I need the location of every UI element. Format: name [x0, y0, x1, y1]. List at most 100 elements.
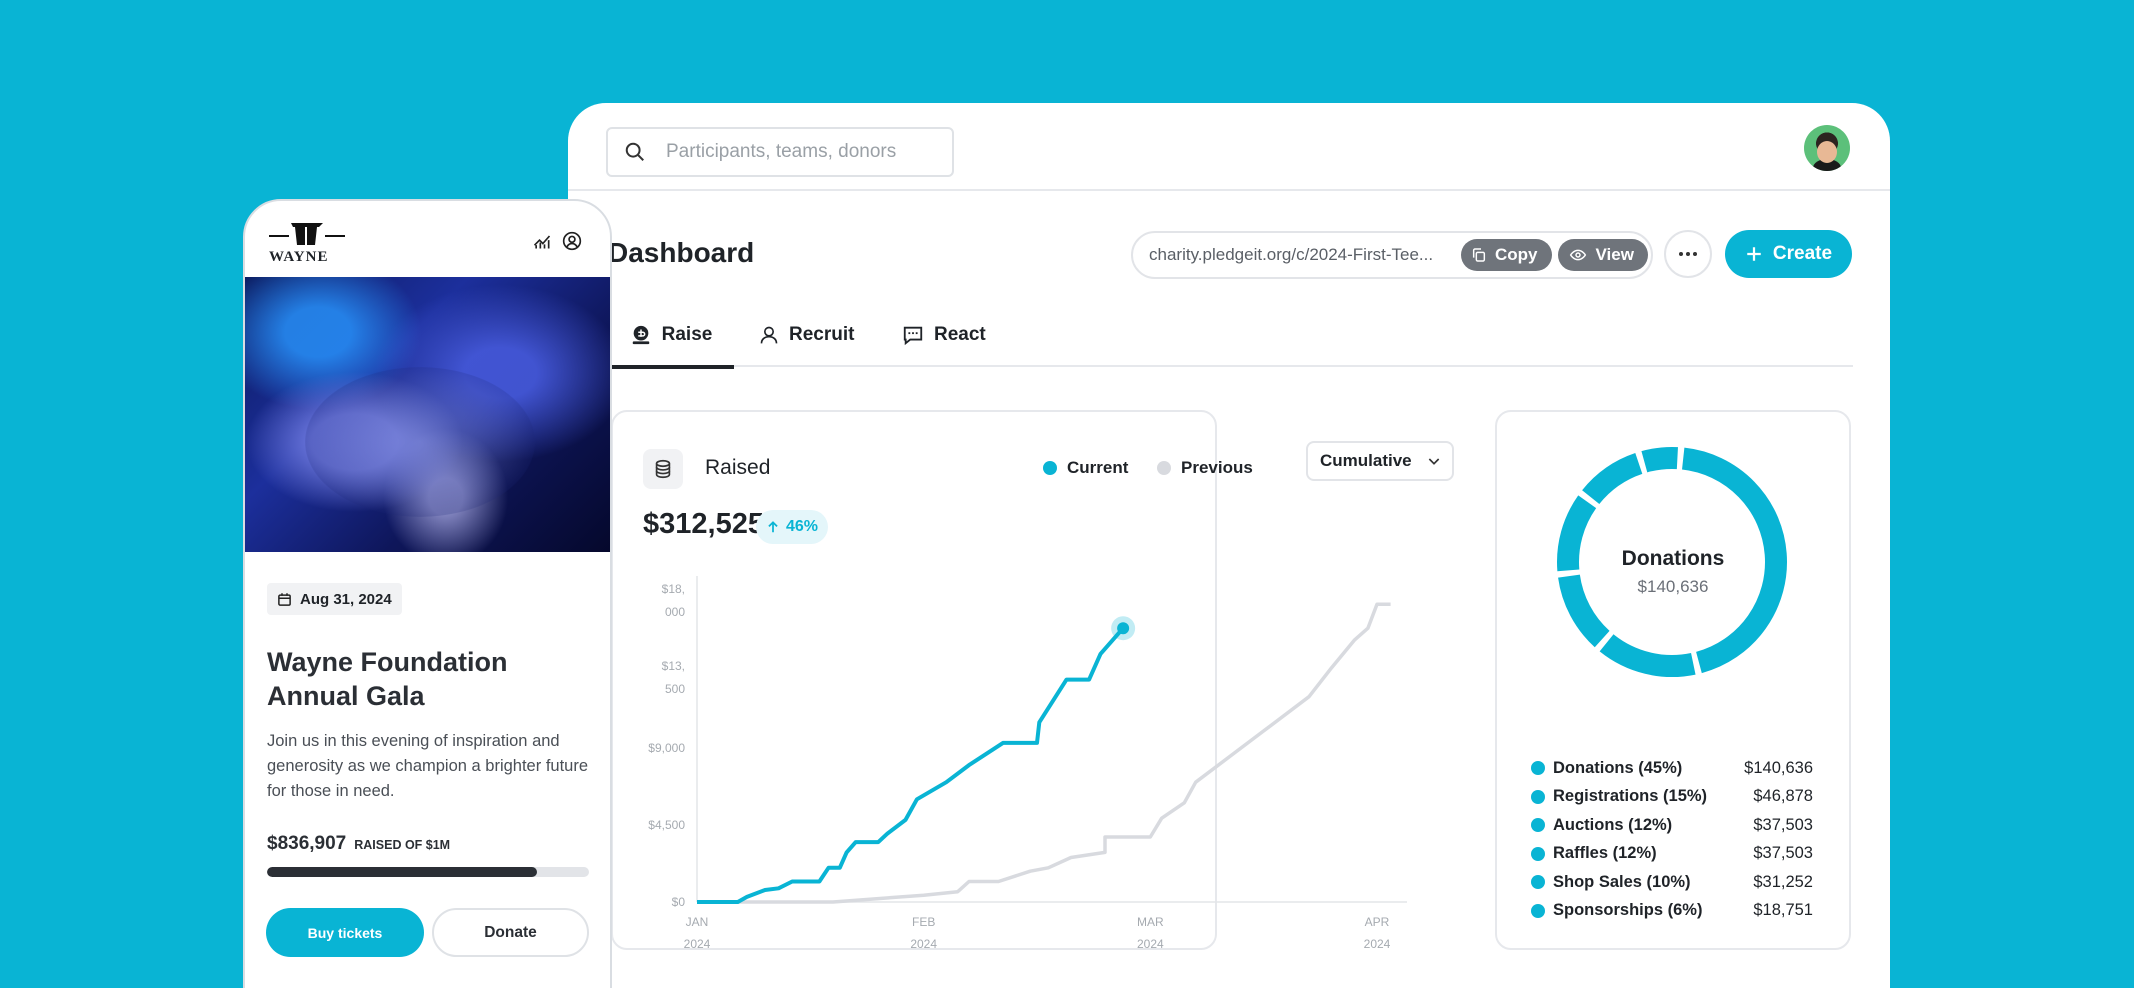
- tab-raise[interactable]: Raise: [608, 303, 734, 369]
- donut-value: $140,636: [1637, 577, 1709, 596]
- breakdown-row: Sponsorships (6%) $18,751: [1531, 897, 1813, 926]
- event-hero-image: [245, 277, 610, 552]
- mobile-header-icons: [532, 231, 582, 251]
- campaign-url-box: charity.pledgeit.org/c/2024-First-Tee...…: [1131, 231, 1653, 279]
- breakdown-row: Donations (45%) $140,636: [1531, 754, 1813, 783]
- breakdown-label: Sponsorships (6%): [1553, 901, 1703, 920]
- chart-icon[interactable]: [532, 231, 552, 251]
- raised-amount: $312,525: [643, 508, 764, 540]
- donut-segment[interactable]: [1558, 574, 1610, 648]
- breakdown-row: Shop Sales (10%) $31,252: [1531, 868, 1813, 897]
- tab-recruit[interactable]: Recruit: [759, 303, 854, 367]
- create-button[interactable]: Create: [1725, 230, 1852, 278]
- breakdown-row: Auctions (12%) $37,503: [1531, 811, 1813, 840]
- event-title: Wayne Foundation Annual Gala: [267, 647, 508, 711]
- tab-label: React: [934, 324, 986, 345]
- event-progress-bar: [267, 867, 589, 877]
- breakdown-dot: [1531, 846, 1545, 861]
- search-input[interactable]: [666, 141, 926, 163]
- breakdown-list: Donations (45%) $140,636 Registrations (15…: [1531, 754, 1813, 925]
- y-tick-label: 000: [665, 605, 685, 619]
- y-tick-label: $9,000: [648, 741, 685, 755]
- more-options-button[interactable]: [1664, 230, 1712, 278]
- cumulative-select[interactable]: Cumulative: [1306, 441, 1454, 481]
- chevron-down-icon: [1428, 458, 1439, 465]
- donut-segment[interactable]: [1681, 447, 1787, 674]
- breakdown-label: Registrations (15%): [1553, 787, 1708, 806]
- donut-segment[interactable]: [1557, 495, 1597, 572]
- y-tick-label: $0: [672, 895, 686, 909]
- buy-tickets-button[interactable]: Buy tickets: [266, 908, 424, 957]
- message-icon: [903, 326, 923, 346]
- breakdown-value: $37,503: [1753, 815, 1813, 834]
- donut-title: Donations: [1621, 547, 1725, 570]
- x-tick-year: 2024: [1364, 937, 1391, 951]
- donut-segment[interactable]: [1599, 634, 1696, 677]
- account-icon[interactable]: [562, 231, 582, 251]
- breakdown-row: Registrations (15%) $46,878: [1531, 783, 1813, 812]
- donut-card: Donations $140,636 Donations (45%) $140,6…: [1495, 410, 1851, 950]
- top-bar: [568, 103, 1890, 191]
- legend-previous[interactable]: Previous: [1157, 458, 1253, 478]
- avatar[interactable]: [1804, 125, 1850, 171]
- search-box[interactable]: [606, 127, 954, 177]
- event-date: Aug 31, 2024: [300, 590, 392, 608]
- event-raised: $836,907 RAISED OF $1M: [267, 833, 450, 855]
- legend-current[interactable]: Current: [1043, 458, 1128, 478]
- y-tick-label: $13,: [662, 659, 685, 673]
- tab-react[interactable]: React: [902, 303, 986, 367]
- legend-dot: [1043, 461, 1057, 475]
- breakdown-value: $46,878: [1753, 787, 1813, 806]
- breakdown-label: Raffles (12%): [1553, 844, 1657, 863]
- more-dot-icon: [1686, 252, 1690, 256]
- breakdown-value: $18,751: [1753, 901, 1813, 920]
- tab-label: Raise: [661, 324, 713, 345]
- create-label: Create: [1772, 243, 1833, 264]
- x-tick-month: JAN: [686, 915, 709, 929]
- coins-icon: [643, 449, 683, 489]
- donut-segment[interactable]: [1582, 453, 1643, 505]
- more-dot-icon: [1679, 252, 1683, 256]
- raised-card: Raised Current Previous Cumulative $312,…: [611, 410, 1454, 951]
- mobile-event-page: WAYNE Aug 31, 2024 Wayne Foundation Annu…: [243, 199, 612, 988]
- breakdown-label: Auctions (12%): [1553, 815, 1673, 834]
- event-date-chip: Aug 31, 2024: [267, 583, 402, 615]
- y-tick-label: 500: [665, 682, 685, 696]
- breakdown-dot: [1531, 818, 1545, 833]
- wayne-logo: [269, 223, 345, 245]
- raised-label: Raised: [705, 456, 771, 479]
- plus-icon: [1747, 247, 1761, 261]
- copy-button[interactable]: Copy: [1461, 239, 1552, 271]
- donut-chart: [1557, 447, 1787, 677]
- user-icon: [760, 326, 778, 344]
- x-tick-month: APR: [1365, 915, 1390, 929]
- eye-icon: [1569, 249, 1586, 261]
- event-raised-goal: RAISED OF $1M: [354, 838, 451, 852]
- donate-button[interactable]: Donate: [432, 908, 589, 957]
- breakdown-row: Raffles (12%) $37,503: [1531, 840, 1813, 869]
- legend-dot: [1157, 461, 1171, 475]
- breakdown-value: $31,252: [1753, 872, 1813, 891]
- calendar-icon: [278, 592, 291, 606]
- tab-label: Recruit: [789, 324, 855, 345]
- y-tick-label: $4,500: [648, 818, 685, 832]
- x-tick-year: 2024: [684, 937, 711, 951]
- view-button[interactable]: View: [1557, 239, 1648, 271]
- search-icon: [625, 142, 644, 161]
- page-title: Dashboard: [608, 237, 755, 268]
- current-point[interactable]: [1117, 622, 1130, 635]
- event-raised-amount: $836,907: [267, 833, 347, 854]
- arrow-up-icon: [768, 521, 778, 533]
- series-line-previous: [697, 602, 1391, 904]
- event-progress-fill: [267, 867, 538, 877]
- brand-name: WAYNE: [269, 249, 329, 265]
- breakdown-value: $140,636: [1744, 758, 1813, 777]
- series-line-current: [697, 626, 1125, 904]
- dashboard-tabs: Raise Recruit React: [608, 303, 1853, 369]
- event-description: Join us in this evening of inspiration a…: [267, 732, 589, 800]
- donut-segment[interactable]: [1641, 447, 1678, 473]
- view-label: View: [1595, 245, 1634, 264]
- breakdown-label: Shop Sales (10%): [1553, 872, 1691, 891]
- mobile-header: WAYNE: [245, 201, 610, 277]
